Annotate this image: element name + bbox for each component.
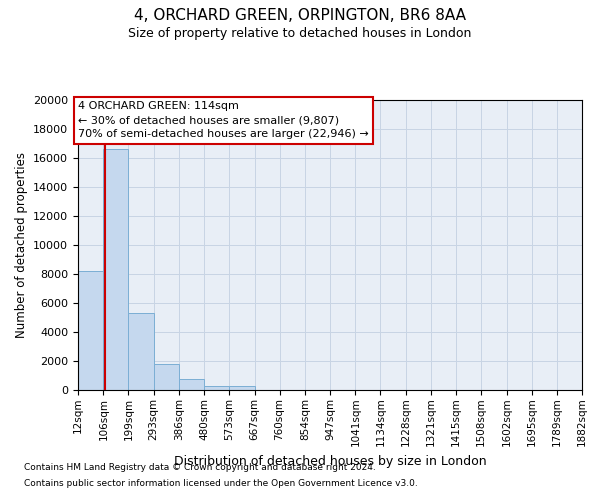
Text: 4, ORCHARD GREEN, ORPINGTON, BR6 8AA: 4, ORCHARD GREEN, ORPINGTON, BR6 8AA xyxy=(134,8,466,22)
Y-axis label: Number of detached properties: Number of detached properties xyxy=(14,152,28,338)
Text: Contains public sector information licensed under the Open Government Licence v3: Contains public sector information licen… xyxy=(24,478,418,488)
Bar xyxy=(78,271,103,390)
Bar xyxy=(154,364,179,390)
Bar xyxy=(179,379,204,390)
Bar xyxy=(229,386,254,390)
Bar xyxy=(128,313,154,390)
Text: Size of property relative to detached houses in London: Size of property relative to detached ho… xyxy=(128,28,472,40)
Text: 4 ORCHARD GREEN: 114sqm
← 30% of detached houses are smaller (9,807)
70% of semi: 4 ORCHARD GREEN: 114sqm ← 30% of detache… xyxy=(78,102,369,140)
Bar xyxy=(103,150,128,390)
Bar xyxy=(204,386,229,390)
X-axis label: Distribution of detached houses by size in London: Distribution of detached houses by size … xyxy=(173,454,487,468)
Text: Contains HM Land Registry data © Crown copyright and database right 2024.: Contains HM Land Registry data © Crown c… xyxy=(24,464,376,472)
